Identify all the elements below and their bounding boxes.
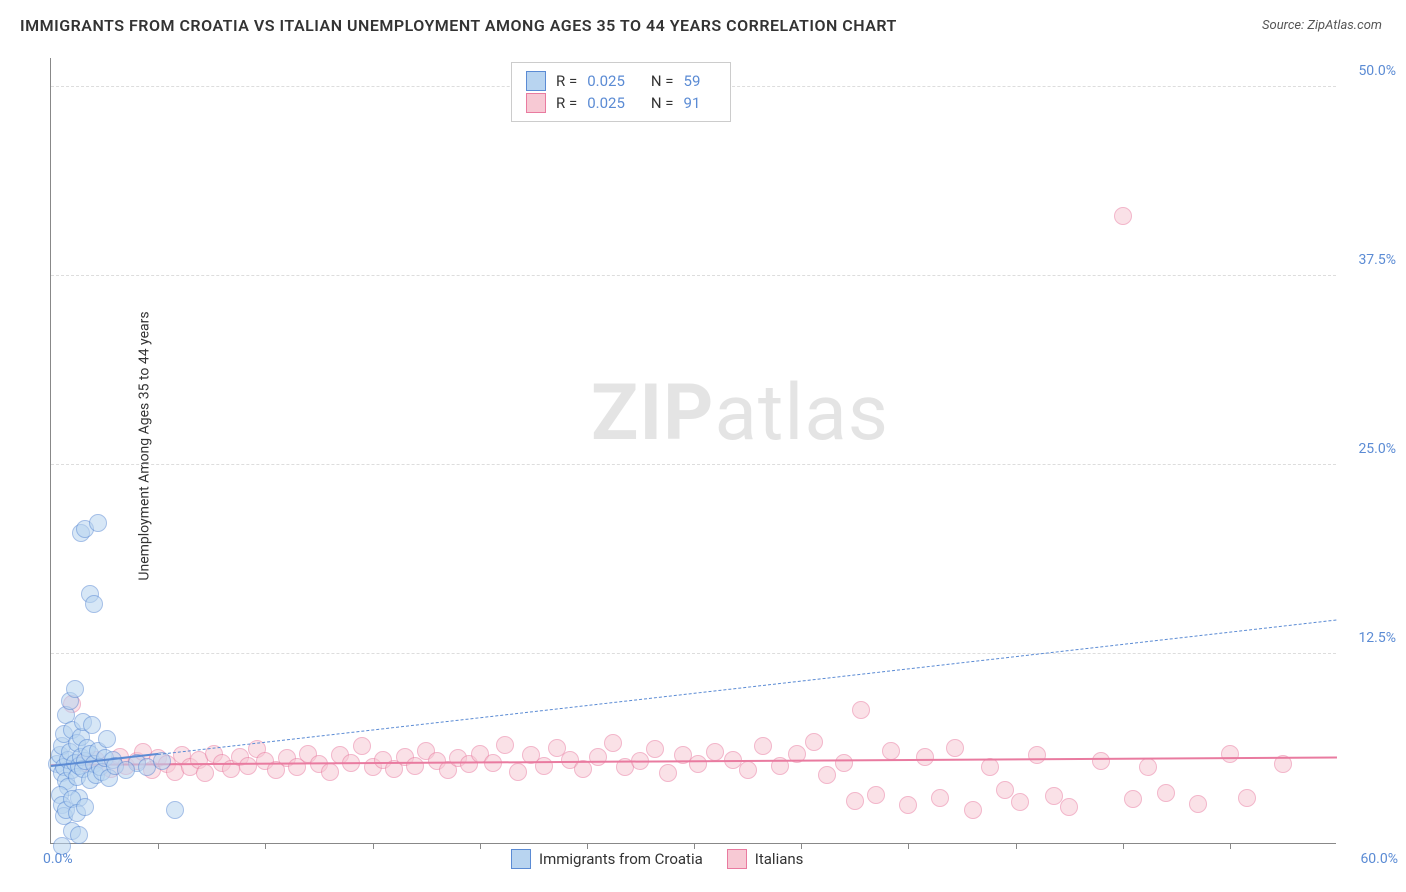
correlation-stats-box: R = 0.025 N = 59 R = 0.025 N = 91 <box>511 62 731 122</box>
legend-item-croatia: Immigrants from Croatia <box>511 849 703 869</box>
source-attribution: Source: ZipAtlas.com <box>1262 18 1382 33</box>
data-point-italians <box>916 748 934 766</box>
data-point-italians <box>706 743 724 761</box>
data-point-italians <box>1124 790 1142 808</box>
legend-swatch-croatia <box>511 849 531 869</box>
data-point-italians <box>353 737 371 755</box>
data-point-italians <box>739 761 757 779</box>
trend-line <box>158 620 1337 756</box>
r-value: 0.025 <box>587 72 625 90</box>
data-point-croatia <box>76 798 94 816</box>
series-legend: Immigrants from Croatia Italians <box>511 849 803 869</box>
data-point-italians <box>1238 789 1256 807</box>
data-point-italians <box>981 758 999 776</box>
data-point-italians <box>818 766 836 784</box>
data-point-italians <box>589 748 607 766</box>
y-tick-label: 12.5% <box>1341 630 1396 646</box>
y-tick-label: 50.0% <box>1341 63 1396 79</box>
legend-item-italians: Italians <box>727 849 804 869</box>
chart-title: IMMIGRANTS FROM CROATIA VS ITALIAN UNEMP… <box>20 16 897 35</box>
watermark-bold: ZIP <box>591 368 714 459</box>
data-point-italians <box>239 757 257 775</box>
data-point-italians <box>321 763 339 781</box>
watermark: ZIPatlas <box>591 368 889 459</box>
y-tick-label: 37.5% <box>1341 252 1396 268</box>
data-point-italians <box>646 740 664 758</box>
data-point-italians <box>996 781 1014 799</box>
r-value: 0.025 <box>587 94 625 112</box>
stats-row-croatia: R = 0.025 N = 59 <box>526 71 716 91</box>
x-tick-mark <box>265 843 266 849</box>
data-point-croatia <box>66 680 84 698</box>
data-point-italians <box>1092 752 1110 770</box>
n-label: N = <box>651 94 674 112</box>
swatch-croatia <box>526 71 546 91</box>
data-point-italians <box>899 796 917 814</box>
n-label: N = <box>651 72 674 90</box>
data-point-croatia <box>98 730 116 748</box>
data-point-italians <box>946 739 964 757</box>
data-point-croatia <box>53 837 71 855</box>
x-tick-mark <box>1123 843 1124 849</box>
data-point-italians <box>835 754 853 772</box>
data-point-italians <box>196 764 214 782</box>
x-tick-mark <box>908 843 909 849</box>
n-value: 59 <box>684 72 701 90</box>
gridline <box>51 464 1336 465</box>
data-point-italians <box>754 737 772 755</box>
scatter-plot-area: ZIPatlas 12.5%25.0%37.5%50.0%0.0%60.0%R … <box>50 58 1336 844</box>
data-point-italians <box>1114 207 1132 225</box>
data-point-italians <box>659 764 677 782</box>
data-point-italians <box>1011 793 1029 811</box>
stats-row-italians: R = 0.025 N = 91 <box>526 93 716 113</box>
data-point-italians <box>867 786 885 804</box>
data-point-italians <box>1028 746 1046 764</box>
y-tick-label: 25.0% <box>1341 441 1396 457</box>
legend-swatch-italians <box>727 849 747 869</box>
data-point-italians <box>1189 795 1207 813</box>
data-point-croatia <box>89 514 107 532</box>
swatch-italians <box>526 93 546 113</box>
x-tick-mark <box>373 843 374 849</box>
x-tick-mark <box>480 843 481 849</box>
data-point-italians <box>509 763 527 781</box>
data-point-italians <box>882 742 900 760</box>
data-point-italians <box>1221 745 1239 763</box>
x-tick-end: 60.0% <box>1360 851 1398 867</box>
r-label: R = <box>556 94 577 112</box>
data-point-italians <box>846 792 864 810</box>
legend-label: Immigrants from Croatia <box>539 850 703 868</box>
data-point-italians <box>964 801 982 819</box>
r-label: R = <box>556 72 577 90</box>
data-point-italians <box>535 757 553 775</box>
gridline <box>51 653 1336 654</box>
data-point-italians <box>1139 758 1157 776</box>
data-point-italians <box>852 701 870 719</box>
n-value: 91 <box>684 94 701 112</box>
x-tick-mark <box>1230 843 1231 849</box>
data-point-italians <box>805 733 823 751</box>
data-point-italians <box>689 755 707 773</box>
data-point-croatia <box>83 716 101 734</box>
data-point-italians <box>931 789 949 807</box>
x-tick-mark <box>1016 843 1017 849</box>
legend-label: Italians <box>755 850 804 868</box>
gridline <box>51 275 1336 276</box>
data-point-italians <box>1060 798 1078 816</box>
data-point-croatia <box>166 801 184 819</box>
data-point-croatia <box>117 761 135 779</box>
data-point-italians <box>496 736 514 754</box>
watermark-light: atlas <box>714 368 889 459</box>
x-tick-mark <box>158 843 159 849</box>
data-point-italians <box>406 757 424 775</box>
data-point-italians <box>1157 784 1175 802</box>
data-point-croatia <box>85 595 103 613</box>
data-point-croatia <box>70 826 88 844</box>
data-point-italians <box>604 734 622 752</box>
